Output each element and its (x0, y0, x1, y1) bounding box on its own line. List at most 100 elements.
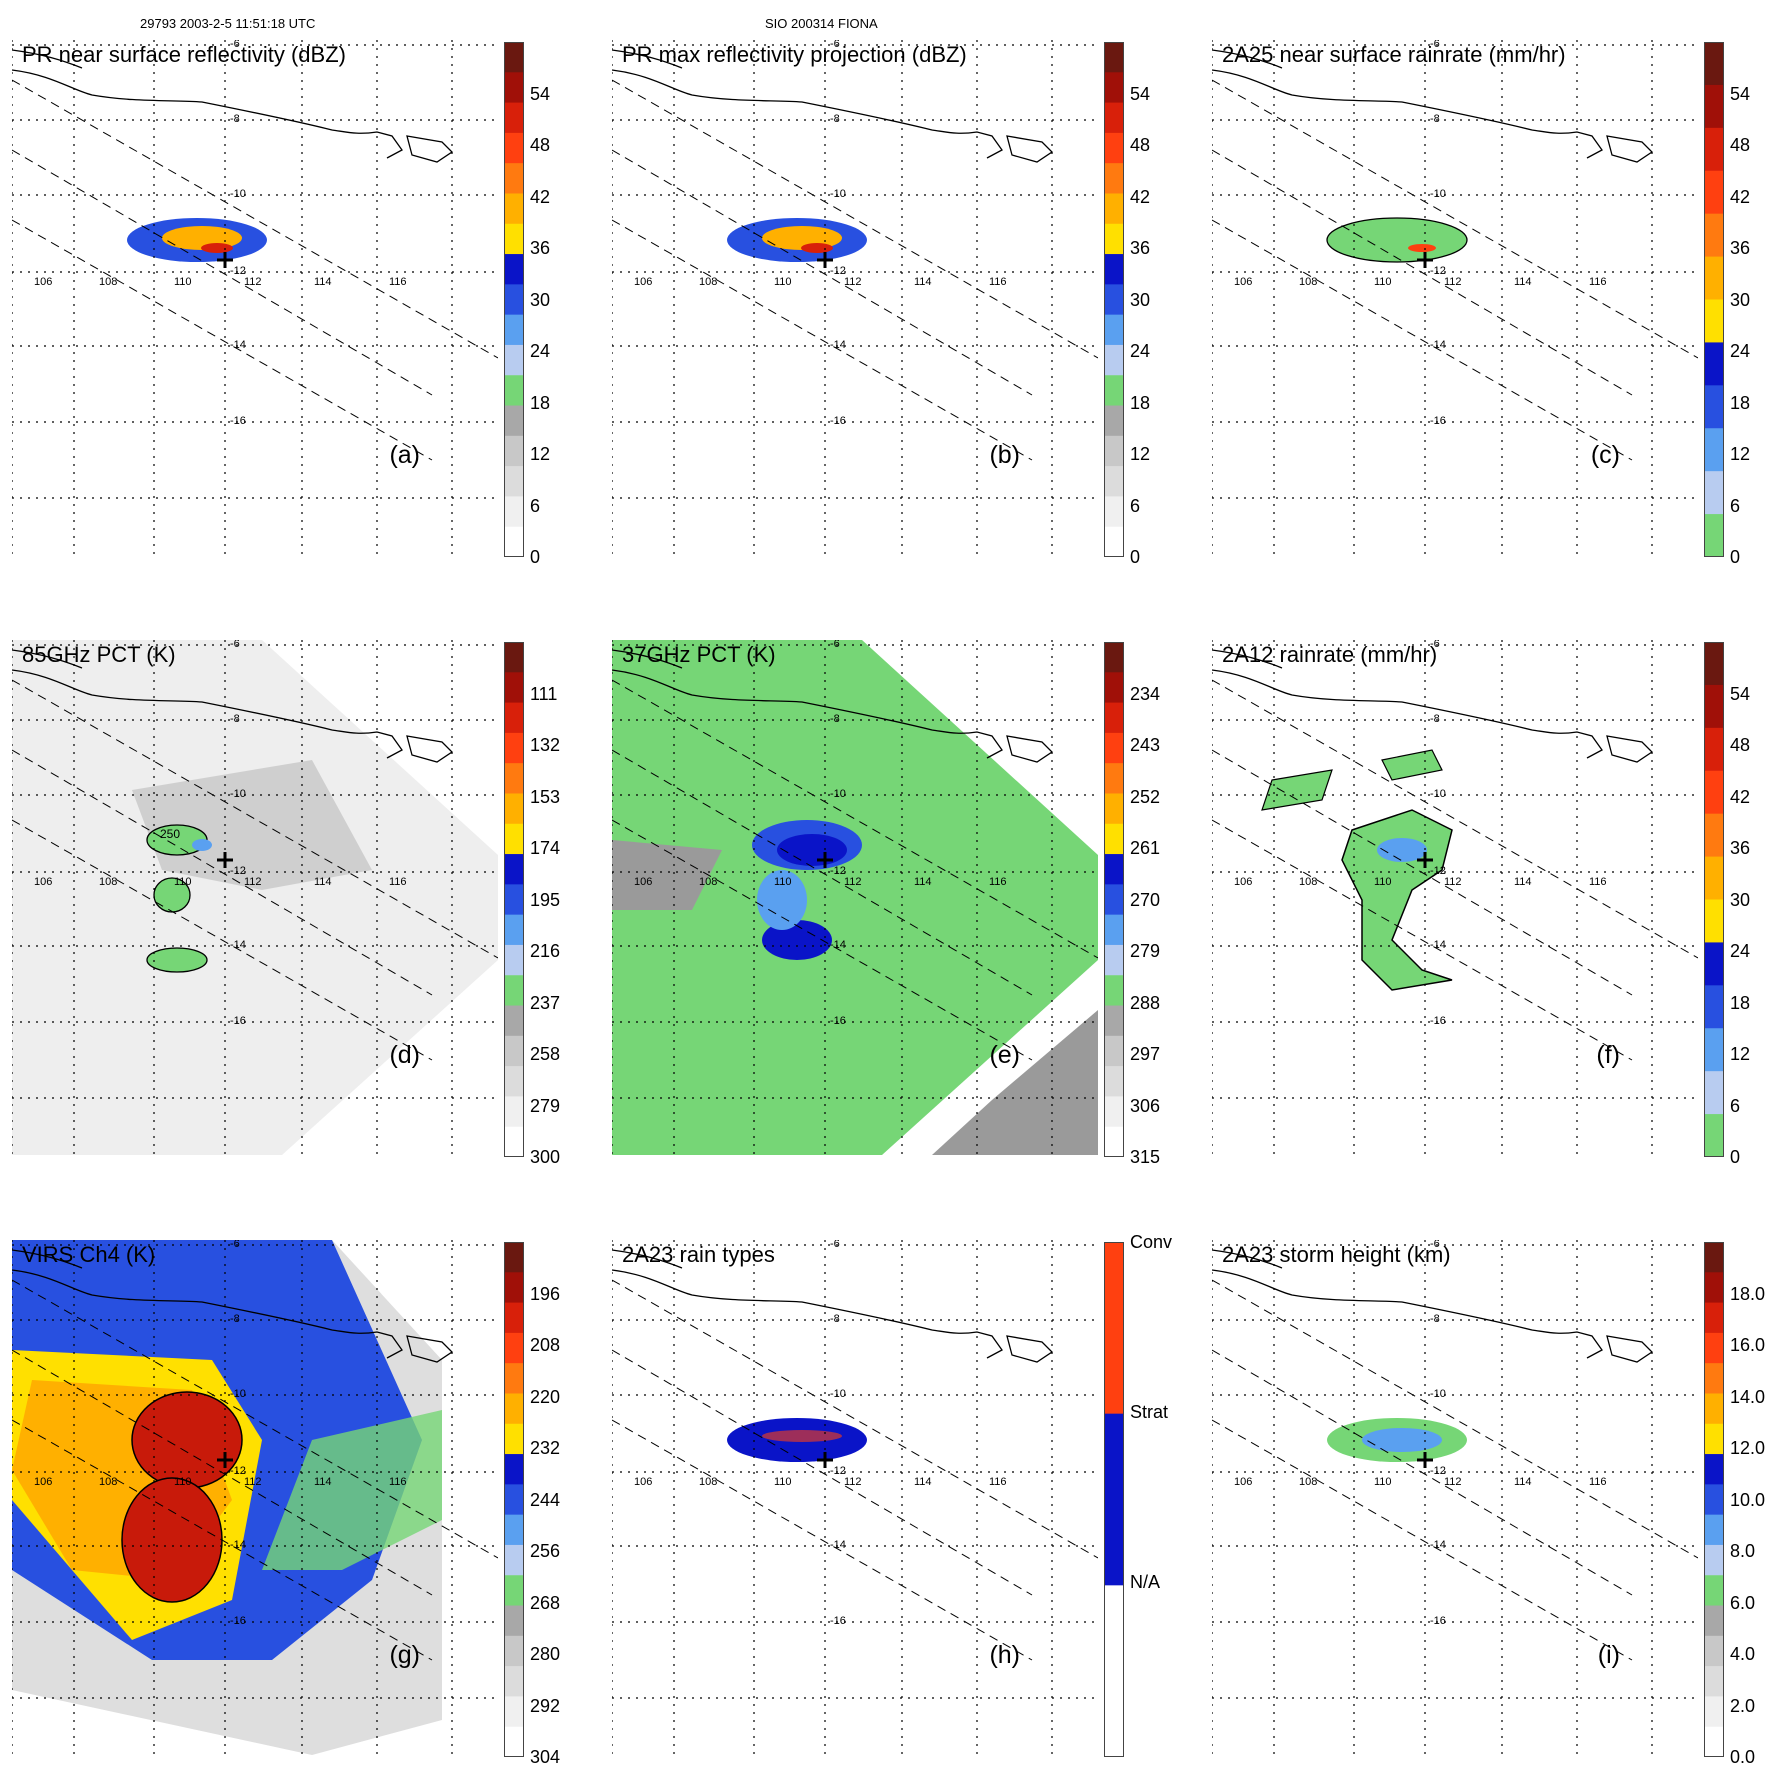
colorbar-segment (1104, 854, 1124, 885)
lon-tick-label: 106 (34, 1476, 52, 1488)
map-plot: 106 108 110 112 114 116 -6 -8 -10 -12 -14 -16 (1212, 640, 1698, 1155)
panel-title: 85GHz PCT (K) (22, 642, 176, 667)
colorbar-segment (1104, 72, 1124, 104)
colorbar-segment (1104, 1585, 1124, 1758)
lon-tick-label: 114 (314, 1476, 332, 1488)
colorbar-segment (1704, 1302, 1724, 1334)
panel-title: 37GHz PCT (K) (622, 642, 776, 667)
colorbar-segment (1704, 1332, 1724, 1364)
colorbar-segment (1104, 1413, 1124, 1586)
colorbar-segment (1704, 1423, 1724, 1455)
lon-tick-label: 112 (244, 876, 262, 888)
panel-label: (h) (989, 1641, 1020, 1669)
map-plot: 106 108 110 112 114 116 -6 -8 -10 -12 -14 -16 (1212, 40, 1698, 555)
lon-tick-label: 116 (1589, 876, 1607, 888)
colorbar-segment (504, 914, 524, 946)
colorbar-category-label: N/A (1130, 1571, 1161, 1592)
lon-tick-label: 112 (844, 1476, 862, 1488)
colorbar-segment (1704, 256, 1724, 300)
lat-tick-label: -14 (230, 1539, 246, 1551)
lat-tick-label: -6 (830, 1240, 840, 1250)
colorbar (1104, 1242, 1126, 1758)
colorbar-segment (1104, 314, 1124, 346)
colorbar-segment (504, 466, 524, 497)
panel-d: 106 108 110 112 114 116 -6 -8 -10 -12 -14 -16 250 85G… (0, 600, 560, 1167)
storm-center-marker (817, 852, 833, 868)
lon-tick-label: 106 (634, 1476, 652, 1488)
lon-tick-label: 112 (244, 276, 262, 288)
colorbar-segment (1704, 942, 1724, 986)
colorbar-segment (1704, 1696, 1724, 1728)
lon-tick-label: 108 (1299, 1476, 1317, 1488)
colorbar-segment (1104, 1096, 1124, 1128)
colorbar-tick-label: 18 (530, 392, 551, 413)
colorbar-segment (1104, 132, 1124, 164)
colorbar-segment (504, 1605, 524, 1637)
colorbar-segment (504, 344, 524, 376)
colorbar (504, 42, 526, 558)
colorbar-tick-label: 14.0 (1730, 1386, 1766, 1407)
colorbar-segment (504, 1635, 524, 1667)
lat-tick-label: -8 (830, 113, 840, 125)
colorbar-segment (1704, 1666, 1724, 1697)
colorbar-segment (1704, 1514, 1724, 1546)
panel-label: (i) (1597, 1641, 1620, 1669)
colorbar-tick-label: 30 (1730, 889, 1751, 910)
colorbar-segment (1104, 944, 1124, 976)
colorbar-segment (504, 854, 524, 885)
colorbar-tick-label: 196 (530, 1283, 561, 1304)
colorbar-tick-label: 288 (1130, 992, 1161, 1013)
colorbar-tick-label: 216 (530, 941, 561, 961)
storm-center-marker (1417, 252, 1433, 268)
lon-tick-label: 110 (1374, 276, 1392, 288)
lat-tick-label: -8 (830, 1313, 840, 1325)
colorbar-segment (1704, 1242, 1724, 1273)
panel-g: 106 108 110 112 114 116 -6 -8 -10 -12 -14 -16 VIRS C… (0, 1200, 560, 1767)
colorbar-segment (504, 496, 524, 528)
lat-tick-label: -6 (230, 1240, 240, 1250)
lon-tick-label: 116 (989, 876, 1007, 888)
colorbar-segment (1104, 466, 1124, 497)
colorbar-tick-label: 292 (530, 1695, 561, 1716)
colorbar-tick-label: 48 (1730, 135, 1751, 155)
colorbar-segment (504, 1066, 524, 1097)
colorbar-segment (504, 642, 524, 673)
lat-tick-label: -12 (1430, 1465, 1446, 1477)
lon-tick-label: 108 (1299, 876, 1317, 888)
map-plot: 106 108 110 112 114 116 -6 -8 -10 -12 -14 -16 250 (12, 640, 498, 1155)
colorbar-tick-label: 54 (1130, 83, 1151, 104)
colorbar-tick-label: 297 (1130, 1044, 1161, 1064)
panel-title: 2A23 storm height (km) (1222, 1242, 1451, 1267)
lon-tick-label: 112 (244, 1476, 262, 1488)
colorbar (1704, 42, 1726, 558)
colorbar-segment (1704, 642, 1724, 686)
lon-tick-label: 112 (1444, 876, 1462, 888)
storm-center-marker (817, 252, 833, 268)
lon-tick-label: 114 (1514, 876, 1532, 888)
colorbar-tick-label: 12 (1730, 444, 1751, 464)
lon-tick-label: 116 (989, 1476, 1007, 1488)
colorbar-category-label: Conv (1130, 1232, 1173, 1252)
colorbar-segment (504, 72, 524, 104)
colorbar-tick-label: 234 (1130, 683, 1161, 704)
colorbar-segment (1104, 405, 1124, 437)
colorbar-segment (1704, 1393, 1724, 1425)
lat-tick-label: -12 (830, 1465, 846, 1477)
colorbar-segment (504, 435, 524, 467)
colorbar-tick-label: 232 (530, 1438, 561, 1458)
lon-tick-label: 116 (389, 1476, 407, 1488)
colorbar-tick-label: 244 (530, 1489, 561, 1510)
lat-tick-label: -10 (1430, 188, 1446, 200)
lon-tick-label: 110 (174, 276, 192, 288)
colorbar-tick-label: 300 (530, 1147, 561, 1167)
colorbar-segment (504, 223, 524, 255)
colorbar-segment (1704, 1544, 1724, 1576)
colorbar-category-label: Strat (1130, 1401, 1169, 1422)
lon-tick-label: 114 (314, 876, 332, 888)
colorbar-tick-label: 18 (1730, 992, 1751, 1013)
panel-f: 106 108 110 112 114 116 -6 -8 -10 -12 -14 -16 2A12 r… (1200, 600, 1750, 1167)
colorbar-tick-label: 54 (530, 83, 551, 104)
colorbar-segment (504, 1514, 524, 1546)
lon-tick-label: 106 (34, 276, 52, 288)
lon-tick-label: 110 (774, 276, 792, 288)
